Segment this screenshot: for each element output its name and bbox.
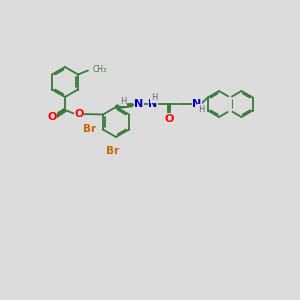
Text: N: N — [148, 99, 158, 109]
Text: H: H — [151, 94, 157, 103]
Text: Br: Br — [83, 124, 96, 134]
Text: H: H — [198, 104, 204, 113]
Text: O: O — [164, 114, 174, 124]
Text: O: O — [74, 109, 84, 119]
Text: H: H — [120, 97, 126, 106]
Text: O: O — [47, 112, 57, 122]
Text: N: N — [134, 99, 144, 109]
Text: N: N — [192, 99, 202, 109]
Text: CH₃: CH₃ — [93, 65, 107, 74]
Text: Br: Br — [106, 146, 120, 156]
